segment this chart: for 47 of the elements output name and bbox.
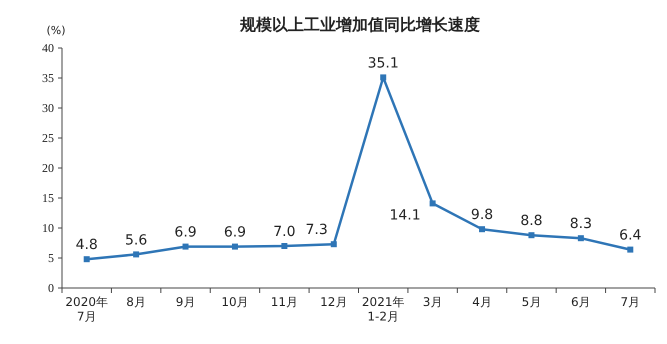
point: [627, 246, 634, 253]
chart-title: 规模以上工业增加值同比增长速度: [239, 15, 480, 34]
point: [528, 232, 534, 238]
y-tick-label: 30: [42, 101, 54, 115]
x-tick-label: 3月: [422, 295, 442, 309]
x-tick-label: 9月: [176, 295, 196, 309]
data-label: 8.8: [520, 213, 543, 230]
data-label: 7.0: [273, 224, 296, 240]
data-label: 6.4: [619, 228, 642, 244]
x-tick-label: 2021年 1-2月: [362, 295, 404, 324]
point: [578, 235, 584, 242]
data-label: 35.1: [368, 55, 399, 72]
point: [84, 256, 90, 262]
data-label: 7.3: [306, 222, 328, 238]
point: [330, 241, 337, 248]
y-tick-label: 20: [42, 161, 54, 175]
y-tick-label: 10: [42, 221, 54, 235]
y-tick-label: 40: [42, 41, 54, 55]
x-tick-label: 4月: [472, 295, 492, 309]
x-tick-label: 6月: [571, 295, 591, 309]
y-tick-label: 25: [42, 131, 54, 145]
point: [430, 200, 436, 206]
x-tick-label: 7月: [620, 295, 640, 309]
x-tick-label: 11月: [270, 295, 298, 309]
x-tick-label: 10月: [221, 295, 249, 309]
point: [133, 251, 140, 258]
point: [380, 74, 386, 80]
x-tick-label: 8月: [126, 295, 146, 309]
data-label: 9.8: [470, 207, 494, 224]
point: [479, 226, 486, 232]
data-label: 14.1: [389, 207, 421, 224]
data-label: 6.9: [174, 224, 197, 241]
y-tick-label: 5: [48, 251, 54, 265]
y-axis-title: (%): [46, 24, 66, 37]
data-label: 4.8: [76, 237, 98, 254]
point: [182, 244, 189, 250]
x-tick-label: 12月: [320, 295, 348, 309]
data-label: 8.3: [570, 216, 592, 232]
y-tick-label: 0: [48, 281, 54, 295]
x-tick-label: 5月: [522, 295, 542, 309]
point: [232, 244, 238, 250]
y-tick-label: 15: [42, 191, 54, 205]
point: [281, 243, 288, 249]
y-tick-label: 35: [42, 71, 54, 85]
data-label: 5.6: [124, 232, 148, 248]
data-label: 6.9: [224, 224, 246, 241]
x-tick-label: 2020年 7月: [65, 295, 108, 324]
